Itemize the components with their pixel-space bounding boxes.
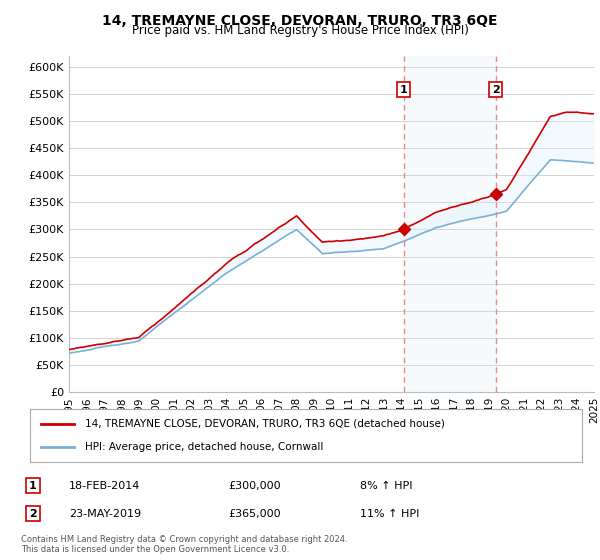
- Text: 1: 1: [29, 480, 37, 491]
- Bar: [404, 56, 496, 392]
- Text: 14, TREMAYNE CLOSE, DEVORAN, TRURO, TR3 6QE (detached house): 14, TREMAYNE CLOSE, DEVORAN, TRURO, TR3 …: [85, 419, 445, 429]
- Text: 14, TREMAYNE CLOSE, DEVORAN, TRURO, TR3 6QE: 14, TREMAYNE CLOSE, DEVORAN, TRURO, TR3 …: [102, 14, 498, 28]
- Text: Contains HM Land Registry data © Crown copyright and database right 2024.
This d: Contains HM Land Registry data © Crown c…: [21, 535, 347, 554]
- Text: 2: 2: [29, 508, 37, 519]
- Text: Price paid vs. HM Land Registry's House Price Index (HPI): Price paid vs. HM Land Registry's House …: [131, 24, 469, 37]
- Text: 18-FEB-2014: 18-FEB-2014: [69, 480, 140, 491]
- Text: 8% ↑ HPI: 8% ↑ HPI: [360, 480, 413, 491]
- Text: 11% ↑ HPI: 11% ↑ HPI: [360, 508, 419, 519]
- Text: £365,000: £365,000: [228, 508, 281, 519]
- Text: 1: 1: [400, 85, 407, 95]
- Text: 2: 2: [492, 85, 500, 95]
- Text: £300,000: £300,000: [228, 480, 281, 491]
- Text: HPI: Average price, detached house, Cornwall: HPI: Average price, detached house, Corn…: [85, 442, 323, 452]
- Text: 23-MAY-2019: 23-MAY-2019: [69, 508, 141, 519]
